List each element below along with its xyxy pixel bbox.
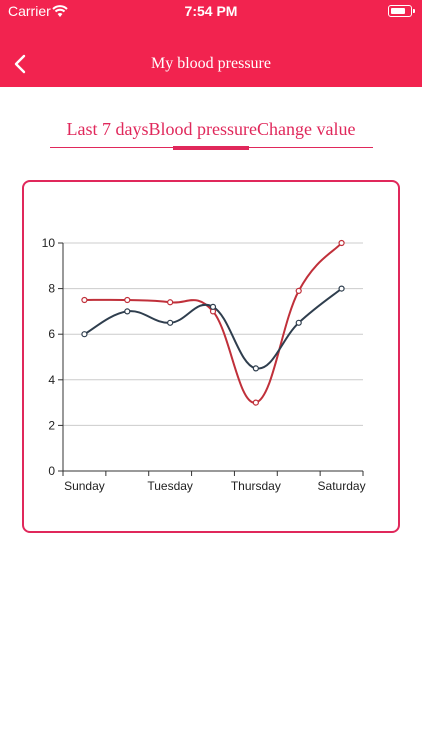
status-time: 7:54 PM: [184, 3, 238, 19]
y-tick-label: 6: [48, 327, 55, 341]
back-button[interactable]: [10, 52, 32, 76]
y-tick-label: 4: [48, 373, 55, 387]
wifi-icon: [52, 5, 68, 17]
status-bar: Carrier 7:54 PM: [0, 0, 422, 24]
series-1-point: [124, 308, 131, 315]
y-tick-label: 2: [48, 418, 55, 432]
series-0-point: [338, 239, 345, 247]
series-0-point: [81, 296, 88, 304]
y-tick-label: 10: [42, 236, 56, 250]
tab-active-indicator: [173, 146, 249, 150]
page-title: My blood pressure: [151, 55, 271, 72]
carrier-label: Carrier: [8, 3, 51, 19]
x-tick-label: Thursday: [231, 479, 281, 493]
series-1-point: [167, 319, 174, 326]
y-tick-label: 8: [48, 282, 55, 296]
series-0-point: [167, 299, 174, 306]
series-0-point: [252, 399, 259, 406]
x-tick-label: Sunday: [64, 479, 105, 493]
series-1-point: [295, 319, 302, 326]
series-1-point: [81, 331, 88, 338]
app-header: Carrier 7:54 PM My blood pressure: [0, 0, 422, 87]
y-tick-label: 0: [48, 464, 55, 478]
battery-icon: [388, 5, 415, 17]
series-0-point: [295, 287, 302, 294]
x-tick-label: Saturday: [318, 479, 366, 493]
series-1-point: [252, 365, 259, 372]
x-tick-label: Tuesday: [147, 479, 193, 493]
series-line-0: [84, 242, 343, 404]
chart-card: 0 2 4 6 8 10 Sunday Tuesday Thursday Saturday: [22, 180, 400, 533]
tab-title: Last 7 daysBlood pressureChange value: [66, 119, 356, 139]
series-0-point: [124, 296, 131, 304]
blood-pressure-chart: 0 2 4 6 8 10 Sunday Tuesday Thursday Saturday: [42, 236, 366, 493]
series-1-point: [209, 303, 217, 310]
chevron-left-icon: [14, 54, 26, 74]
series-1-point: [338, 285, 345, 292]
